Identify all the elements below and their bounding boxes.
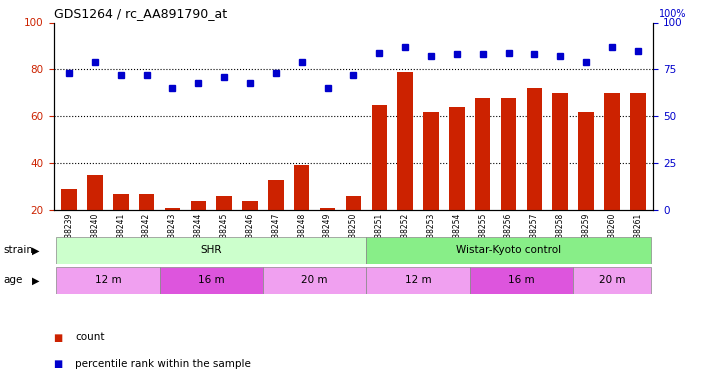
Bar [501, 98, 516, 257]
Text: ■: ■ [54, 333, 63, 342]
Text: GDS1264 / rc_AA891790_at: GDS1264 / rc_AA891790_at [54, 7, 226, 20]
Bar [216, 196, 232, 257]
Bar [475, 98, 491, 257]
Text: 12 m: 12 m [94, 275, 121, 285]
Bar [268, 180, 283, 257]
Text: SHR: SHR [201, 245, 222, 255]
Bar [263, 267, 366, 294]
Text: ▶: ▶ [32, 245, 39, 255]
Bar [449, 107, 465, 257]
Text: ▶: ▶ [32, 275, 39, 285]
Text: 20 m: 20 m [599, 275, 625, 285]
Bar [371, 105, 387, 257]
Text: age: age [4, 275, 23, 285]
Text: strain: strain [4, 245, 34, 255]
Bar [366, 237, 650, 264]
Bar [61, 189, 77, 257]
Bar [191, 201, 206, 257]
Bar [56, 267, 159, 294]
Bar [573, 267, 650, 294]
Bar [242, 201, 258, 257]
Bar [165, 208, 180, 257]
Bar [398, 72, 413, 257]
Bar [294, 165, 309, 257]
Bar [578, 112, 594, 257]
Bar [87, 175, 103, 257]
Bar [604, 93, 620, 257]
Text: count: count [75, 333, 104, 342]
Bar [159, 267, 263, 294]
Bar [527, 88, 542, 257]
Bar [470, 267, 573, 294]
Bar [366, 267, 470, 294]
Bar [113, 194, 129, 257]
Bar [320, 208, 336, 257]
Text: 100%: 100% [659, 9, 687, 19]
Text: 16 m: 16 m [508, 275, 535, 285]
Bar [139, 194, 154, 257]
Bar [346, 196, 361, 257]
Bar [553, 93, 568, 257]
Text: 16 m: 16 m [198, 275, 225, 285]
Text: percentile rank within the sample: percentile rank within the sample [75, 359, 251, 369]
Bar [56, 237, 366, 264]
Text: Wistar-Kyoto control: Wistar-Kyoto control [456, 245, 561, 255]
Text: ■: ■ [54, 359, 63, 369]
Text: 12 m: 12 m [405, 275, 431, 285]
Bar [423, 112, 438, 257]
Text: 20 m: 20 m [301, 275, 328, 285]
Bar [630, 93, 645, 257]
